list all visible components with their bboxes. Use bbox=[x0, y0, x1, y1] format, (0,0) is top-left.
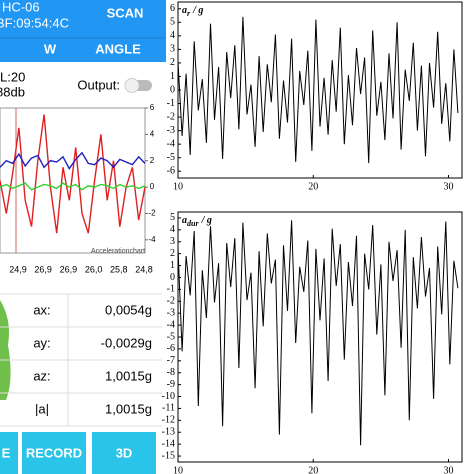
title-part: / g bbox=[201, 215, 212, 226]
x-tick-label: 20 bbox=[308, 181, 318, 192]
y-tick-label: 4 bbox=[170, 30, 175, 41]
y-tick-label: -8 bbox=[167, 367, 175, 378]
y-tick-label: 0 bbox=[170, 84, 175, 95]
mini-chart-frame bbox=[0, 107, 146, 254]
scan-button[interactable]: SCAN bbox=[107, 5, 144, 20]
y-tick-label: 0 bbox=[150, 182, 155, 191]
button[interactable]: RECORD bbox=[26, 445, 82, 460]
y-tick-label: -6 bbox=[167, 166, 175, 177]
x-tick-label: 24,9 bbox=[9, 264, 27, 274]
y-tick-label: -2 bbox=[148, 209, 156, 218]
title-part: a bbox=[182, 5, 187, 16]
reading-value: 1,0015g bbox=[105, 368, 152, 383]
series-line bbox=[177, 16, 459, 164]
info-line: 88db bbox=[0, 84, 25, 99]
y-tick-label: 2 bbox=[170, 57, 175, 68]
button-bg[interactable] bbox=[92, 432, 156, 474]
x-tick-label: 20 bbox=[308, 465, 318, 474]
device-name: HC-06 bbox=[2, 0, 40, 14]
y-tick-label: 2 bbox=[150, 156, 155, 165]
y-tick-label: -12 bbox=[162, 415, 175, 426]
y-tick-label: 5 bbox=[170, 212, 175, 223]
y-tick-label: -2 bbox=[167, 296, 175, 307]
x-tick-label: 24,8 bbox=[135, 264, 153, 274]
title-part: / g bbox=[192, 5, 203, 16]
x-tick-label: 30 bbox=[443, 465, 453, 474]
reading-value: -0,0029g bbox=[101, 335, 152, 350]
series-line bbox=[0, 151, 146, 170]
reading-label: |a| bbox=[35, 401, 49, 416]
chart-title: ar / g bbox=[182, 5, 203, 18]
y-tick-label: -1 bbox=[167, 284, 175, 295]
series-line bbox=[177, 220, 459, 446]
y-tick-label: -3 bbox=[167, 307, 175, 318]
button-bg[interactable] bbox=[22, 432, 86, 474]
y-tick-label: -13 bbox=[162, 427, 175, 438]
y-tick-label: -5 bbox=[167, 152, 175, 163]
y-tick-label: -4 bbox=[148, 235, 156, 244]
button[interactable]: 3D bbox=[116, 445, 133, 460]
tab[interactable]: W bbox=[44, 41, 57, 56]
x-tick-label: 25,8 bbox=[110, 264, 128, 274]
y-tick-label: 2 bbox=[170, 248, 175, 259]
title-part: dur bbox=[187, 219, 199, 228]
reading-label: ay: bbox=[33, 335, 50, 350]
y-tick-label: 3 bbox=[170, 236, 175, 247]
y-tick-label: -3 bbox=[167, 125, 175, 136]
y-tick-label: -6 bbox=[167, 343, 175, 354]
device-address: BF:09:54:4C bbox=[0, 15, 69, 30]
info-line: L:20 bbox=[0, 69, 25, 84]
x-tick-label: 30 bbox=[443, 181, 453, 192]
readings-table bbox=[0, 300, 11, 400]
title-part: a bbox=[182, 215, 187, 226]
y-tick-label: -1 bbox=[167, 98, 175, 109]
button[interactable]: E bbox=[2, 445, 11, 460]
y-tick-label: 4 bbox=[170, 224, 175, 235]
y-tick-label: -15 bbox=[162, 450, 175, 461]
tab[interactable]: ANGLE bbox=[95, 41, 141, 56]
reading-value: 1,0015g bbox=[105, 401, 152, 416]
y-tick-label: 0 bbox=[170, 272, 175, 283]
x-tick-label: 26,9 bbox=[34, 264, 52, 274]
y-tick-label: 1 bbox=[170, 71, 175, 82]
reading-label: az: bbox=[33, 368, 50, 383]
y-tick-label: -4 bbox=[167, 319, 175, 330]
y-tick-label: -11 bbox=[162, 403, 175, 414]
y-tick-label: 4 bbox=[150, 129, 155, 138]
y-tick-label: -4 bbox=[167, 138, 175, 149]
x-tick-label: 26,9 bbox=[60, 264, 78, 274]
y-tick-label: -2 bbox=[167, 111, 175, 122]
y-tick-label: 6 bbox=[150, 103, 155, 112]
series-line bbox=[0, 114, 146, 234]
x-tick-label: 10 bbox=[173, 465, 183, 474]
y-tick-label: 5 bbox=[170, 17, 175, 28]
reading-value: 0,0054g bbox=[105, 302, 152, 317]
chart-title: adur / g bbox=[182, 215, 212, 228]
y-tick-label: 1 bbox=[170, 260, 175, 271]
toggle-knob[interactable] bbox=[124, 78, 140, 93]
series-line bbox=[0, 182, 146, 191]
y-tick-label: 3 bbox=[170, 44, 175, 55]
title-part: r bbox=[187, 9, 191, 18]
output-label: Output: bbox=[77, 77, 120, 92]
y-tick-label: -7 bbox=[167, 355, 175, 366]
button-bg[interactable] bbox=[0, 432, 18, 474]
reading-label: ax: bbox=[33, 302, 50, 317]
y-tick-label: -14 bbox=[162, 438, 175, 449]
x-tick-label: 10 bbox=[173, 181, 183, 192]
icon bbox=[0, 300, 11, 400]
y-tick-label: -9 bbox=[167, 379, 175, 390]
y-tick-label: 6 bbox=[170, 3, 175, 14]
x-tick-label: 26,0 bbox=[85, 264, 103, 274]
mini-chart-annotation: Accelerationchart bbox=[91, 248, 145, 255]
app-bar bbox=[0, 0, 166, 62]
y-tick-label: -5 bbox=[167, 331, 175, 342]
y-tick-label: -10 bbox=[162, 391, 175, 402]
